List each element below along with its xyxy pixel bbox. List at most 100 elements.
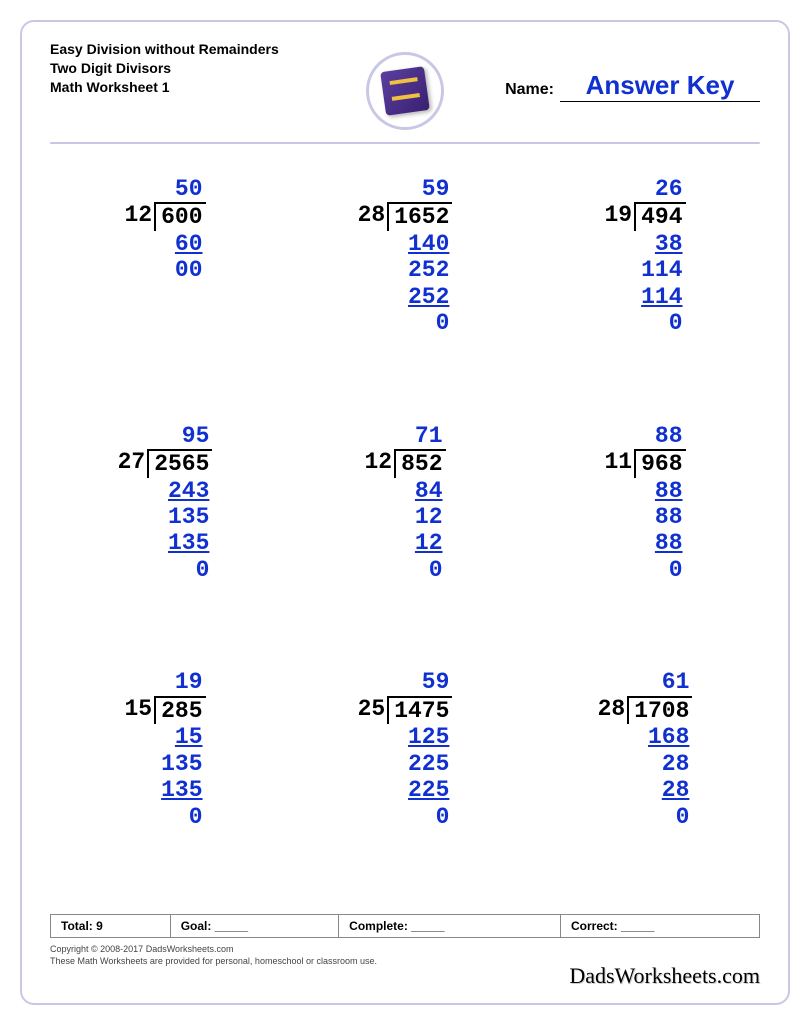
quotient: 71	[396, 423, 446, 449]
problem-body: 59251475 125 225 225 0	[358, 669, 453, 830]
work-line-1: 243	[148, 478, 212, 504]
dividend: 600	[154, 202, 205, 230]
total-label: Total:	[61, 919, 93, 933]
work-line-1: 38	[636, 231, 686, 257]
complete-label: Complete:	[349, 919, 408, 933]
work-line-1: 15	[156, 724, 206, 750]
problem-body: 8811968 88 88 88 0	[604, 423, 685, 584]
dividend: 1475	[387, 696, 452, 724]
footer-stats: Total: 9 Goal: _____ Complete: _____ Cor…	[50, 914, 760, 938]
quotient: 59	[388, 176, 452, 202]
correct-cell: Correct: _____	[560, 915, 759, 938]
work-line-3: 135	[156, 777, 206, 803]
problem-3: 2619494 38 114 114 0	[530, 170, 760, 417]
dividend: 1708	[627, 696, 692, 724]
title-line-3: Math Worksheet 1	[50, 78, 310, 97]
divisor: 11	[604, 449, 634, 477]
name-label: Name:	[505, 81, 554, 99]
worksheet-page: Easy Division without Remainders Two Dig…	[20, 20, 790, 1005]
quotient: 88	[636, 423, 686, 449]
quotient: 19	[156, 669, 206, 695]
work-line-2: 135	[148, 504, 212, 530]
divisor: 12	[124, 202, 154, 230]
work-line-2: 88	[636, 504, 686, 530]
name-field: Name: Answer Key	[505, 70, 760, 102]
divisor: 27	[118, 449, 148, 477]
work-line-4: 0	[148, 557, 212, 583]
work-line-1: 140	[388, 231, 452, 257]
problem-7: 1915285 15 135 135 0	[50, 663, 280, 910]
problem-4: 95272565 243 135 135 0	[50, 417, 280, 664]
work-line-3: 12	[396, 530, 446, 556]
logo-circle	[366, 52, 444, 130]
work-line-1: 168	[628, 724, 692, 750]
divisor: 28	[358, 202, 388, 230]
divisor: 25	[358, 696, 388, 724]
quotient: 59	[388, 669, 452, 695]
goal-blank: _____	[215, 919, 248, 933]
work-line-2: 225	[388, 751, 452, 777]
work-line-3: 28	[628, 777, 692, 803]
work-line-2: 252	[388, 257, 452, 283]
divisor: 19	[604, 202, 634, 230]
work-line-3: 135	[148, 530, 212, 556]
goal-cell: Goal: _____	[170, 915, 338, 938]
header: Easy Division without Remainders Two Dig…	[50, 40, 760, 134]
work-line-3: 252	[388, 284, 452, 310]
problem-body: 7112852 84 12 12 0	[364, 423, 445, 584]
title-block: Easy Division without Remainders Two Dig…	[50, 40, 310, 97]
dividend: 852	[394, 449, 445, 477]
answer-key-text: Answer Key	[586, 70, 735, 100]
quotient: 95	[148, 423, 212, 449]
header-divider	[50, 142, 760, 144]
divisor: 15	[124, 696, 154, 724]
total-value: 9	[96, 919, 103, 933]
logo-icon	[380, 66, 430, 116]
work-line-2: 00	[156, 257, 206, 283]
quotient: 61	[628, 669, 692, 695]
correct-label: Correct:	[571, 919, 618, 933]
work-line-1: 88	[636, 478, 686, 504]
problem-body: 2619494 38 114 114 0	[604, 176, 685, 337]
problem-body: 95272565 243 135 135 0	[118, 423, 213, 584]
work-line-1: 125	[388, 724, 452, 750]
work-line-3: 88	[636, 530, 686, 556]
work-line-2: 135	[156, 751, 206, 777]
work-line-2: 114	[636, 257, 686, 283]
work-line-4: 0	[636, 310, 686, 336]
title-line-2: Two Digit Divisors	[50, 59, 310, 78]
problem-5: 7112852 84 12 12 0	[290, 417, 520, 664]
correct-blank: _____	[621, 919, 654, 933]
problem-body: 5012600 60 00	[124, 176, 205, 284]
work-line-1: 84	[396, 478, 446, 504]
problem-8: 59251475 125 225 225 0	[290, 663, 520, 910]
work-line-4: 0	[628, 804, 692, 830]
work-line-3: 114	[636, 284, 686, 310]
problem-body: 1915285 15 135 135 0	[124, 669, 205, 830]
work-line-1: 60	[156, 231, 206, 257]
complete-cell: Complete: _____	[339, 915, 561, 938]
work-line-4: 0	[636, 557, 686, 583]
work-line-4: 0	[388, 804, 452, 830]
work-line-4: 0	[156, 804, 206, 830]
work-line-4: 0	[396, 557, 446, 583]
divisor: 28	[598, 696, 628, 724]
problem-body: 59281652 140 252 252 0	[358, 176, 453, 337]
work-line-2: 28	[628, 751, 692, 777]
problem-9: 61281708 168 28 28 0	[530, 663, 760, 910]
work-line-2: 12	[396, 504, 446, 530]
dividend: 968	[634, 449, 685, 477]
dividend: 2565	[147, 449, 212, 477]
copyright-text: Copyright © 2008-2017 DadsWorksheets.com	[50, 944, 760, 956]
quotient: 50	[156, 176, 206, 202]
dividend: 285	[154, 696, 205, 724]
total-cell: Total: 9	[51, 915, 171, 938]
divisor: 12	[364, 449, 394, 477]
brand-signature: DadsWorksheets.com	[569, 963, 760, 989]
dividend: 1652	[387, 202, 452, 230]
problem-1: 5012600 60 00	[50, 170, 280, 417]
problem-2: 59281652 140 252 252 0	[290, 170, 520, 417]
goal-label: Goal:	[181, 919, 212, 933]
problem-grid: 5012600 60 00 59281652 140 252 252 0 261…	[50, 170, 760, 910]
title-line-1: Easy Division without Remainders	[50, 40, 310, 59]
